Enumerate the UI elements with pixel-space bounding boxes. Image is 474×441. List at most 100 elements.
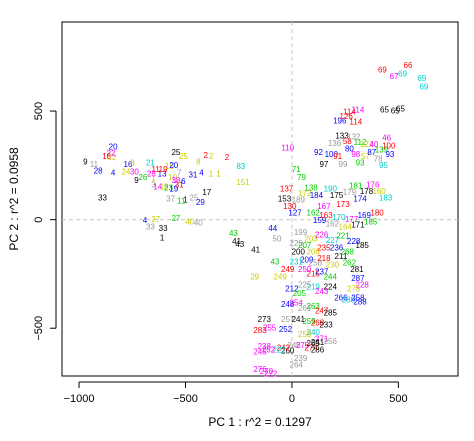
point-label: 133: [335, 132, 349, 141]
point-label: 25: [190, 193, 199, 202]
point-label: 175: [330, 191, 344, 200]
point-label: 136: [328, 139, 342, 148]
point-label: 20: [169, 161, 178, 170]
point-label: 40: [369, 140, 378, 149]
point-label: 183: [379, 193, 393, 202]
point-label: 167: [317, 202, 331, 211]
point-label: 4: [143, 216, 148, 225]
point-label: 173: [336, 200, 350, 209]
x-tick-label: 500: [389, 393, 407, 405]
point-label: 205: [293, 289, 307, 298]
point-label: 69: [378, 65, 387, 74]
point-label: 83: [236, 162, 245, 171]
point-label: 254: [290, 299, 304, 308]
point-label: 258: [309, 259, 323, 268]
point-label: 7: [177, 168, 182, 177]
point-label: 57: [361, 152, 370, 161]
point-label: 40: [194, 218, 203, 227]
point-label: 65: [391, 107, 400, 116]
point-label: 280: [342, 296, 356, 305]
point-label: 13: [158, 170, 167, 179]
point-label: 159: [313, 216, 327, 225]
point-label: 11: [152, 165, 161, 174]
point-label: 6: [181, 177, 186, 186]
point-label: 130: [283, 202, 297, 211]
point-label: 29: [250, 273, 259, 282]
y-tick-label: 500: [33, 102, 45, 120]
point-label: 19: [169, 185, 178, 194]
point-label: 43: [229, 229, 238, 238]
point-label: 215: [307, 269, 321, 278]
point-label: 69: [398, 70, 407, 79]
point-label: 178: [360, 187, 374, 196]
y-axis-title: PC 2 : r^2 = 0.0958: [7, 147, 21, 251]
x-tick-label: −500: [173, 393, 198, 405]
point-label: 200: [292, 248, 306, 257]
point-label: 11: [90, 160, 99, 169]
point-label: 180: [370, 209, 384, 218]
point-label: 9: [83, 158, 88, 167]
point-label: 50: [273, 235, 282, 244]
point-label: 92: [314, 148, 323, 157]
point-label: 126: [340, 112, 354, 121]
point-label: 199: [294, 228, 308, 237]
point-label: 23: [164, 184, 173, 193]
point-label: 228: [356, 280, 370, 289]
point-label: 271: [315, 335, 329, 344]
point-label: 265: [307, 339, 321, 348]
point-label: 190: [324, 185, 338, 194]
point-label: 97: [319, 160, 328, 169]
point-label: 278: [347, 285, 361, 294]
point-label: 110: [281, 144, 294, 153]
point-label: 249: [281, 265, 295, 274]
point-label: 99: [339, 160, 348, 169]
point-label: 33: [98, 193, 107, 202]
point-label: 170: [332, 213, 346, 222]
point-label: 33: [159, 224, 168, 233]
point-label: 10: [165, 162, 174, 171]
point-label: 67: [390, 72, 399, 81]
point-label: 179: [343, 188, 357, 197]
point-label: 137: [280, 185, 294, 194]
point-label: 238: [258, 342, 272, 351]
point-label: 207: [298, 241, 312, 250]
point-label: 28: [147, 170, 156, 179]
point-label: 46: [382, 134, 391, 143]
point-label: 245: [253, 348, 267, 357]
point-label: 69: [417, 74, 426, 83]
plot-area-frame: [61, 21, 459, 377]
point-label: 138: [304, 184, 318, 193]
point-label: 12: [108, 153, 117, 162]
x-tick-label: 0: [289, 393, 295, 405]
point-label: 1: [209, 170, 214, 179]
point-label: 281: [350, 265, 364, 274]
point-label: 240: [307, 328, 321, 337]
point-label: 132: [347, 133, 361, 142]
point-label: 196: [333, 116, 347, 125]
point-label: 153: [278, 195, 292, 204]
point-label: 41: [251, 246, 260, 255]
point-label: 276: [253, 365, 267, 374]
point-label: 162: [326, 220, 340, 229]
point-label: 249: [274, 273, 288, 282]
point-label: 259: [302, 317, 316, 326]
point-label: 228: [347, 237, 361, 246]
point-label: 226: [315, 230, 329, 239]
point-label: 100: [325, 150, 339, 159]
point-label: 242: [277, 343, 291, 352]
point-label: 4: [199, 168, 204, 177]
point-label: 37: [166, 195, 175, 204]
point-label: 80: [345, 145, 354, 154]
point-label: 236: [330, 243, 344, 252]
point-label: 30: [130, 167, 139, 176]
point-label: 169: [358, 211, 372, 220]
point-label: 287: [351, 274, 365, 283]
point-label: 98: [351, 150, 360, 159]
point-label: 78: [374, 154, 383, 163]
point-label: 24: [121, 167, 130, 176]
point-label: 25: [171, 148, 180, 157]
point-label: 264: [290, 361, 304, 370]
point-label: 2: [225, 153, 230, 162]
point-label: 38: [171, 176, 180, 185]
